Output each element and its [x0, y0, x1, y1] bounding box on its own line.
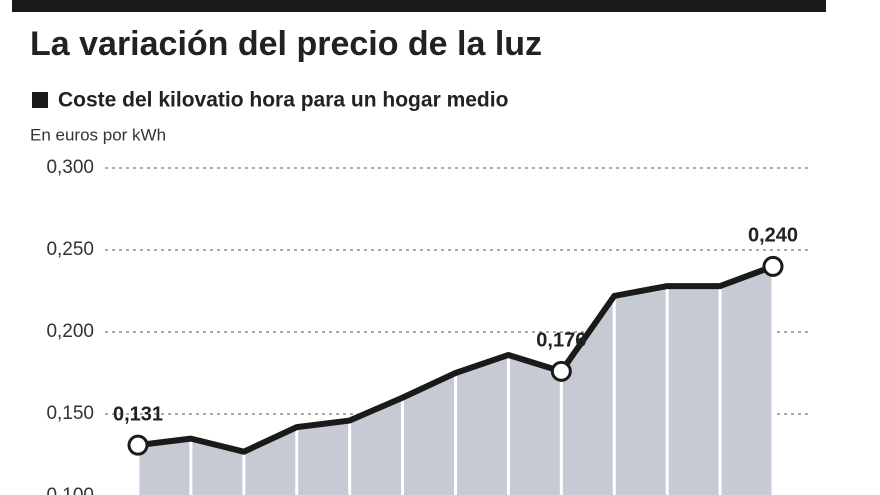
y-tick-label: 0,100 [46, 485, 94, 495]
value-label: 0,240 [748, 225, 798, 247]
top-bar [12, 0, 826, 12]
y-tick-label: 0,150 [46, 403, 94, 424]
chart-title: La variación del precio de la luz [30, 25, 542, 63]
value-label: 0,131 [113, 403, 163, 425]
value-label: 0,176 [536, 330, 586, 352]
y-tick-label: 0,200 [46, 321, 94, 342]
y-axis-label: En euros por kWh [30, 125, 166, 144]
chart-subtitle: Coste del kilovatio hora para un hogar m… [58, 89, 508, 112]
marker [550, 360, 572, 382]
y-tick-label: 0,250 [46, 239, 94, 260]
marker [762, 255, 784, 277]
marker [127, 434, 149, 456]
y-tick-label: 0,300 [46, 157, 94, 178]
bullet [32, 92, 48, 108]
line [137, 263, 775, 455]
